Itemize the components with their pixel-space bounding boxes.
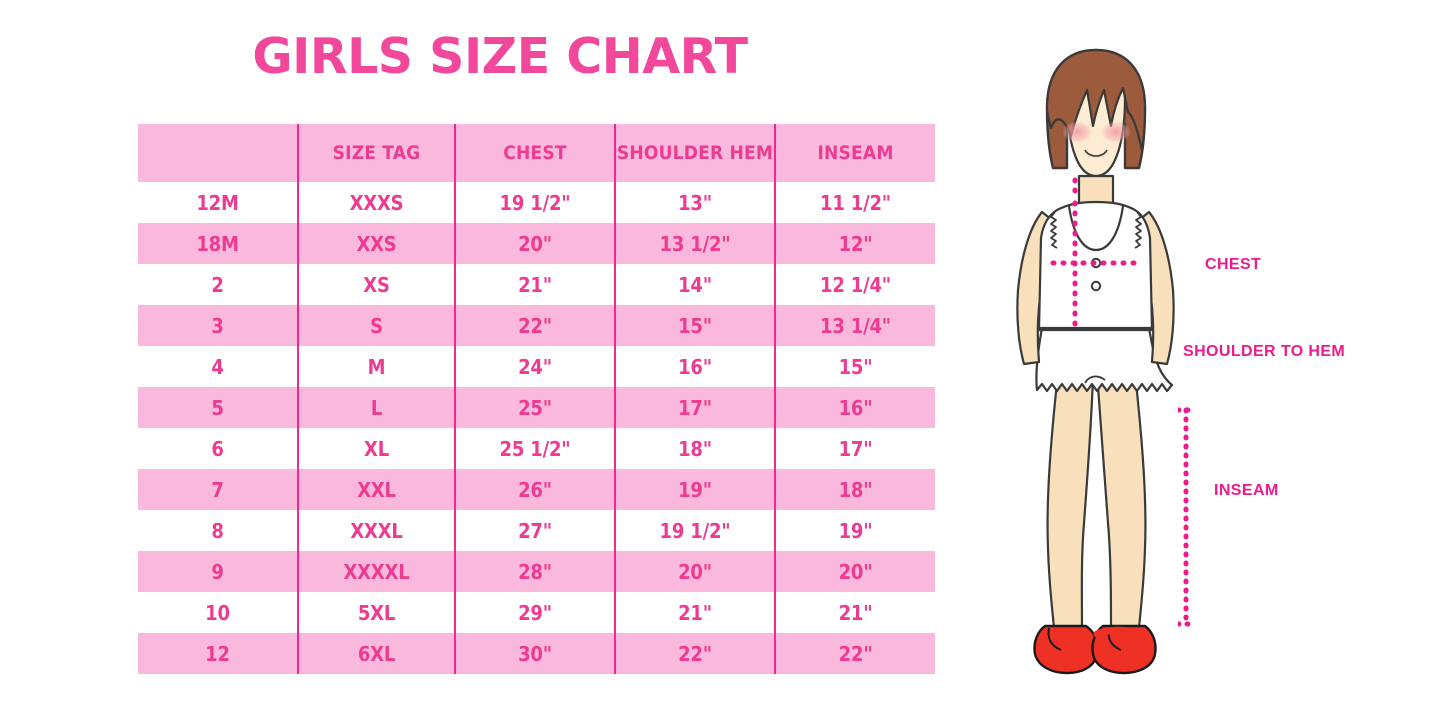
cell-size-tag: L [297, 387, 455, 428]
cell-size-tag: 6XL [297, 633, 455, 674]
cell-shoulder-hem: 19" [614, 469, 775, 510]
cell-chest: 27" [454, 510, 615, 551]
cell-shoulder-hem: 20" [614, 551, 775, 592]
cell-size: 18M [138, 223, 298, 264]
cell-shoulder-hem: 13" [614, 182, 775, 223]
cell-size: 5 [138, 387, 298, 428]
table-row: 6 XL 25 1/2" 18" 17" [138, 428, 935, 469]
cell-shoulder-hem: 15" [614, 305, 775, 346]
cell-size: 12 [138, 633, 298, 674]
cell-size: 7 [138, 469, 298, 510]
cell-shoulder-hem: 22" [614, 633, 775, 674]
column-header-size-tag: SIZE TAG [297, 124, 455, 182]
cell-size: 2 [138, 264, 298, 305]
cell-chest: 26" [454, 469, 615, 510]
cell-size: 6 [138, 428, 298, 469]
cell-size-tag: XXXS [297, 182, 455, 223]
cell-chest: 29" [454, 592, 615, 633]
table-row: 5 L 25" 17" 16" [138, 387, 935, 428]
page-title: GIRLS SIZE CHART [252, 28, 748, 85]
callout-label-shoulder-to-hem: SHOULDER TO HEM [1183, 343, 1346, 360]
table-row: 18M XXS 20" 13 1/2" 12" [138, 223, 935, 264]
cell-size-tag: M [297, 346, 455, 387]
column-header-inseam: INSEAM [774, 124, 935, 182]
cell-inseam: 16" [774, 387, 935, 428]
column-header-chest: CHEST [454, 124, 615, 182]
cell-size: 9 [138, 551, 298, 592]
cell-inseam: 15" [774, 346, 935, 387]
cell-chest: 25" [454, 387, 615, 428]
cell-size: 4 [138, 346, 298, 387]
column-header-size [138, 124, 298, 182]
table-header-row: SIZE TAG CHEST SHOULDER HEM INSEAM [138, 124, 935, 182]
cell-inseam: 17" [774, 428, 935, 469]
cell-inseam: 20" [774, 551, 935, 592]
cell-size: 8 [138, 510, 298, 551]
size-chart-table: SIZE TAG CHEST SHOULDER HEM INSEAM 12M XX… [138, 124, 935, 674]
cell-size-tag: S [297, 305, 455, 346]
table-row: 12 6XL 30" 22" 22" [138, 633, 935, 674]
cell-size: 3 [138, 305, 298, 346]
cell-chest: 24" [454, 346, 615, 387]
cell-size-tag: XS [297, 264, 455, 305]
table-row: 7 XXL 26" 19" 18" [138, 469, 935, 510]
cell-shoulder-hem: 13 1/2" [614, 223, 775, 264]
cell-inseam: 22" [774, 633, 935, 674]
cell-chest: 21" [454, 264, 615, 305]
cell-chest: 19 1/2" [454, 182, 615, 223]
table-body: 12M XXXS 19 1/2" 13" 11 1/2" 18M XXS 20" 13 1/2"… [138, 182, 935, 674]
cell-inseam: 13 1/4" [774, 305, 935, 346]
girl-figure-illustration [985, 28, 1235, 700]
cell-shoulder-hem: 14" [614, 264, 775, 305]
cell-size: 12M [138, 182, 298, 223]
cell-inseam: 12 1/4" [774, 264, 935, 305]
callout-label-chest: CHEST [1205, 256, 1262, 273]
table-row: 2 XS 21" 14" 12 1/4" [138, 264, 935, 305]
cell-chest: 25 1/2" [454, 428, 615, 469]
column-header-shoulder-hem: SHOULDER HEM [614, 124, 775, 182]
cell-size-tag: XXXXL [297, 551, 455, 592]
table-row: 12M XXXS 19 1/2" 13" 11 1/2" [138, 182, 935, 223]
cell-size-tag: XL [297, 428, 455, 469]
cell-inseam: 18" [774, 469, 935, 510]
cell-size-tag: XXL [297, 469, 455, 510]
cell-shoulder-hem: 21" [614, 592, 775, 633]
cell-size-tag: XXS [297, 223, 455, 264]
cell-chest: 22" [454, 305, 615, 346]
cell-size: 10 [138, 592, 298, 633]
cell-shoulder-hem: 19 1/2" [614, 510, 775, 551]
cell-chest: 20" [454, 223, 615, 264]
callout-label-inseam: INSEAM [1214, 482, 1279, 499]
table-row: 10 5XL 29" 21" 21" [138, 592, 935, 633]
cell-chest: 30" [454, 633, 615, 674]
table-row: 8 XXXL 27" 19 1/2" 19" [138, 510, 935, 551]
table-row: 4 M 24" 16" 15" [138, 346, 935, 387]
cell-size-tag: XXXL [297, 510, 455, 551]
cell-shoulder-hem: 17" [614, 387, 775, 428]
cell-shoulder-hem: 18" [614, 428, 775, 469]
cell-size-tag: 5XL [297, 592, 455, 633]
cell-shoulder-hem: 16" [614, 346, 775, 387]
cell-inseam: 19" [774, 510, 935, 551]
table-row: 3 S 22" 15" 13 1/4" [138, 305, 935, 346]
cell-inseam: 12" [774, 223, 935, 264]
cell-chest: 28" [454, 551, 615, 592]
table-row: 9 XXXXL 28" 20" 20" [138, 551, 935, 592]
cell-inseam: 21" [774, 592, 935, 633]
cell-inseam: 11 1/2" [774, 182, 935, 223]
inseam-bracket-icon [1178, 407, 1197, 627]
